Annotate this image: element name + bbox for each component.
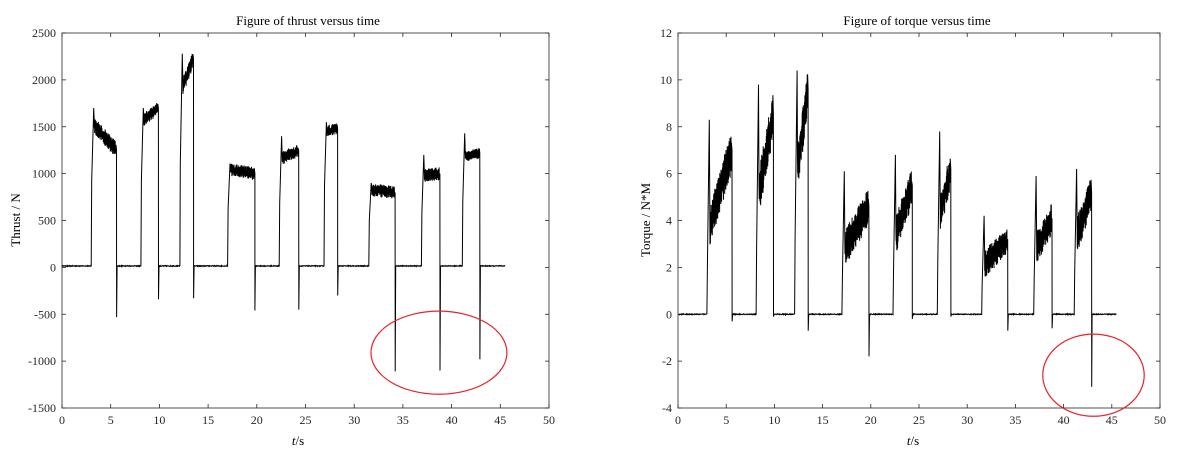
y-tick-label: -1500 [28,401,56,415]
y-tick-label: 1000 [32,167,56,181]
x-tick-label: 45 [1106,413,1118,427]
x-tick-label: 5 [108,413,114,427]
y-tick-label: 10 [660,73,672,87]
x-axis-label: t/s [907,433,919,448]
x-tick-label: 20 [865,413,877,427]
x-tick-label: 5 [723,413,729,427]
x-axis-label-unit: /s [295,433,304,448]
x-axis-label: t/s [292,433,304,448]
y-tick-label: 500 [38,214,56,228]
x-tick-label: 30 [961,413,973,427]
x-tick-label: 0 [675,413,681,427]
x-tick-label: 35 [397,413,409,427]
highlight-ellipse [1042,333,1145,417]
highlight-ellipse [370,310,508,395]
series-line [61,53,506,372]
x-tick-label: 35 [1009,413,1021,427]
chart-title: Figure of torque versus time [843,13,991,28]
series-line [677,70,1117,387]
y-axis-ticks: -1500 -1000 -500 0 500 1000 1500 2000 2500 [28,26,549,415]
y-tick-label: 6 [666,167,672,181]
x-axis-ticks: 0 5 10 15 20 25 30 35 40 45 50 [675,33,1166,427]
y-tick-label: -500 [34,307,56,321]
plot-area [677,32,1161,417]
x-axis-label-var: t [292,433,296,448]
y-axis-label: Torque / N*M [638,182,653,257]
chart-title: Figure of thrust versus time [236,13,380,28]
x-tick-label: 50 [543,413,555,427]
y-tick-label: 0 [666,307,672,321]
x-tick-label: 0 [59,413,65,427]
y-tick-label: 1500 [32,120,56,134]
x-tick-label: 40 [446,413,458,427]
y-tick-label: -4 [662,401,672,415]
x-axis-label-unit: /s [910,433,919,448]
x-tick-label: 45 [494,413,506,427]
y-tick-label: 4 [666,214,672,228]
y-tick-label: -2 [662,354,672,368]
y-tick-label: 0 [50,260,56,274]
x-axis-label-var: t [907,433,911,448]
y-axis-label: Thrust / N [8,193,23,247]
y-tick-label: -1000 [28,354,56,368]
y-tick-label: 2 [666,260,672,274]
x-tick-label: 25 [913,413,925,427]
x-tick-label: 40 [1058,413,1070,427]
y-tick-label: 8 [666,120,672,134]
x-tick-label: 15 [202,413,214,427]
y-axis-ticks: -4 -2 0 2 4 6 8 10 12 [660,26,1160,415]
y-tick-label: 2000 [32,73,56,87]
x-tick-label: 20 [251,413,263,427]
x-tick-label: 15 [817,413,829,427]
x-tick-label: 25 [300,413,312,427]
x-tick-label: 10 [153,413,165,427]
x-tick-label: 50 [1154,413,1166,427]
plot-frame [677,32,1161,409]
y-tick-label: 12 [660,26,672,40]
x-tick-label: 10 [768,413,780,427]
y-tick-label: 2500 [32,26,56,40]
x-axis-ticks: 0 5 10 15 20 25 30 35 40 45 50 [59,33,555,427]
x-tick-label: 30 [348,413,360,427]
